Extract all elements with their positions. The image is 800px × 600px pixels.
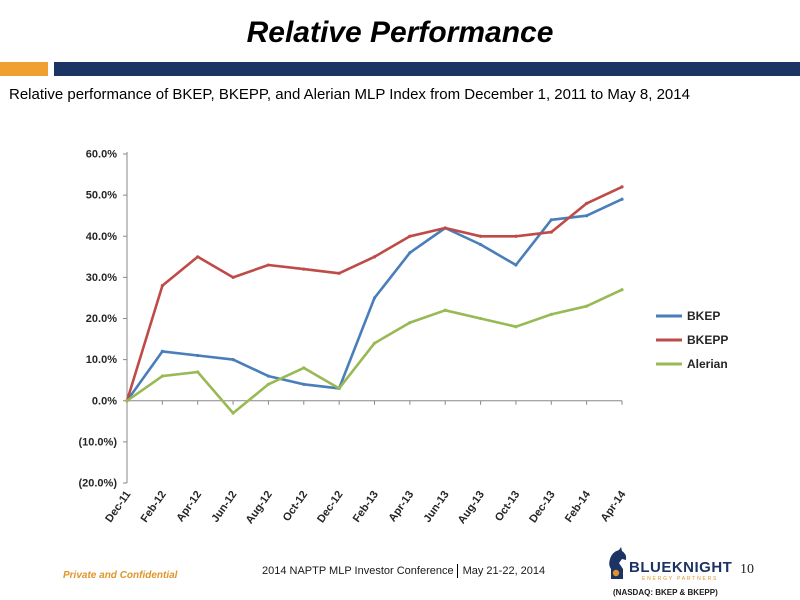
ticker-note: (NASDAQ: BKEP & BKEPP) xyxy=(613,588,718,597)
slide-title: Relative Performance xyxy=(246,16,554,49)
chart-legend: BKEP BKEPP Alerian xyxy=(656,309,728,371)
x-tick-label: Dec-11 xyxy=(103,489,133,525)
x-tick-label: Apr-12 xyxy=(174,489,204,524)
data-point-bkep xyxy=(549,218,553,222)
y-tick-label: 0.0% xyxy=(92,395,117,407)
data-point-alerian xyxy=(620,288,624,292)
y-tick-label: 10.0% xyxy=(86,354,117,366)
data-point-bkep xyxy=(196,353,200,358)
company-logo: BLUEKNIGHT ENERGY PARTNERS xyxy=(605,545,735,585)
event-date: May 21-22, 2014 xyxy=(462,564,546,577)
slide-subtitle: Relative performance of BKEP, BKEPP, and… xyxy=(9,86,690,103)
x-tick-label: Feb-13 xyxy=(351,489,381,525)
confidentiality-note: Private and Confidential xyxy=(63,570,178,581)
x-tick-label: Dec-12 xyxy=(315,489,346,525)
data-point-bkepp xyxy=(372,255,377,259)
page-number: 10 xyxy=(740,562,754,577)
x-tick-label: Feb-12 xyxy=(139,489,169,525)
data-point-bkep xyxy=(620,197,624,201)
legend-label-bkep: BKEP xyxy=(687,309,720,323)
data-point-bkep xyxy=(514,263,518,267)
data-point-bkepp xyxy=(620,185,624,189)
data-point-bkep xyxy=(372,296,377,300)
y-tick-label: (20.0%) xyxy=(78,478,117,490)
data-point-bkepp xyxy=(585,201,589,205)
logo-tagline: ENERGY PARTNERS xyxy=(642,576,719,582)
x-tick-label: Aug-12 xyxy=(244,489,275,526)
chart-axes: 60.0% 50.0% 40.0% 30.0% 20.0% 10.0% 0.0% (10.0%… xyxy=(78,149,628,527)
data-point-alerian xyxy=(231,411,235,415)
y-tick-label: 30.0% xyxy=(86,272,117,284)
data-point-alerian xyxy=(549,312,553,316)
data-point-bkep xyxy=(478,242,483,247)
data-point-alerian xyxy=(478,316,483,321)
data-point-bkepp xyxy=(549,230,553,234)
footer-divider xyxy=(456,564,458,578)
data-point-bkep xyxy=(302,382,306,386)
data-point-bkep xyxy=(585,214,589,218)
data-point-bkepp xyxy=(231,275,235,279)
data-point-bkepp xyxy=(196,255,200,259)
data-point-bkepp xyxy=(337,271,341,275)
series-line-bkepp xyxy=(125,185,624,403)
series-line-bkep xyxy=(125,197,624,403)
x-tick-label: Jun-13 xyxy=(421,489,451,525)
data-point-alerian xyxy=(443,308,447,312)
data-point-alerian xyxy=(125,399,129,403)
y-tick-label: (10.0%) xyxy=(78,436,117,448)
x-tick-label: Jun-12 xyxy=(209,489,239,525)
data-point-bkepp xyxy=(514,234,518,238)
data-point-alerian xyxy=(337,386,341,391)
data-point-bkepp xyxy=(408,234,412,238)
footer-event: 2014 NAPTP MLP Investor Conference May 21… xyxy=(262,564,545,578)
data-point-alerian xyxy=(196,370,200,374)
data-point-alerian xyxy=(514,325,518,329)
x-tick-label: Feb-14 xyxy=(563,488,594,525)
data-point-bkepp xyxy=(302,267,306,271)
y-tick-label: 50.0% xyxy=(86,190,117,202)
data-point-bkep xyxy=(160,349,164,353)
data-point-alerian xyxy=(585,304,589,308)
x-tick-label: Apr-14 xyxy=(599,488,629,524)
data-point-alerian xyxy=(372,341,377,345)
y-tick-label: 40.0% xyxy=(86,231,117,243)
data-point-bkepp xyxy=(443,226,447,230)
data-point-alerian xyxy=(266,382,271,386)
legend-label-bkepp: BKEPP xyxy=(687,333,728,347)
series-line-alerian xyxy=(125,288,624,415)
data-point-alerian xyxy=(408,321,412,325)
x-tick-label: Oct-13 xyxy=(493,489,522,524)
y-tick-label: 60.0% xyxy=(86,149,117,161)
data-point-bkep xyxy=(266,374,271,378)
data-point-bkepp xyxy=(266,263,271,267)
legend-label-alerian: Alerian xyxy=(687,357,728,371)
chart-series xyxy=(125,185,624,415)
logo-wordmark: BLUEKNIGHT xyxy=(629,559,733,576)
x-tick-label: Aug-13 xyxy=(456,489,487,526)
event-name: 2014 NAPTP MLP Investor Conference xyxy=(262,564,454,577)
x-tick-label: Apr-13 xyxy=(386,489,416,524)
data-point-bkep xyxy=(408,251,412,255)
data-point-alerian xyxy=(302,366,306,370)
data-point-alerian xyxy=(160,374,164,378)
header-accent-bar xyxy=(0,62,48,76)
data-point-bkepp xyxy=(160,284,164,288)
header-band xyxy=(54,62,800,76)
x-tick-label: Dec-13 xyxy=(527,489,558,525)
knight-horse-icon xyxy=(609,547,627,579)
x-tick-label: Oct-12 xyxy=(281,489,310,524)
data-point-bkepp xyxy=(478,234,483,238)
data-point-bkep xyxy=(231,358,235,362)
y-tick-label: 20.0% xyxy=(86,313,117,325)
